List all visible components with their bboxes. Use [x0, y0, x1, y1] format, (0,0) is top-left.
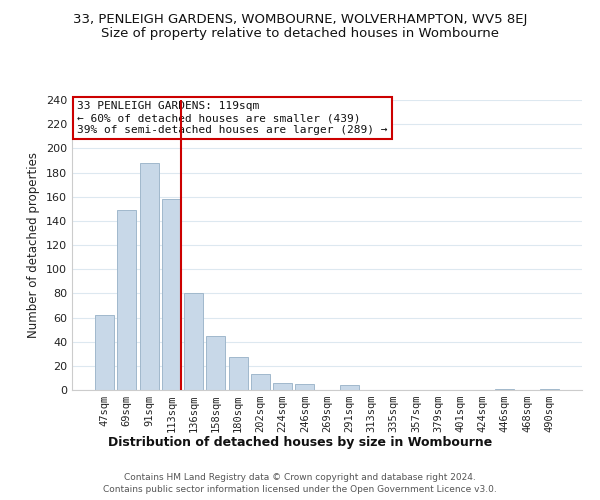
Bar: [229, 358, 248, 390]
Text: Distribution of detached houses by size in Wombourne: Distribution of detached houses by size …: [108, 436, 492, 449]
Bar: [140, 163, 158, 390]
Bar: [496, 389, 514, 390]
Bar: [118, 210, 136, 390]
Bar: [340, 385, 359, 390]
Bar: [251, 374, 270, 390]
Text: Contains public sector information licensed under the Open Government Licence v3: Contains public sector information licen…: [103, 484, 497, 494]
Bar: [295, 384, 314, 390]
Text: 33, PENLEIGH GARDENS, WOMBOURNE, WOLVERHAMPTON, WV5 8EJ: 33, PENLEIGH GARDENS, WOMBOURNE, WOLVERH…: [73, 12, 527, 26]
Bar: [206, 336, 225, 390]
Bar: [95, 315, 114, 390]
Bar: [273, 383, 292, 390]
Bar: [162, 199, 181, 390]
Bar: [540, 389, 559, 390]
Y-axis label: Number of detached properties: Number of detached properties: [28, 152, 40, 338]
Bar: [184, 294, 203, 390]
Text: Contains HM Land Registry data © Crown copyright and database right 2024.: Contains HM Land Registry data © Crown c…: [124, 473, 476, 482]
Text: 33 PENLEIGH GARDENS: 119sqm
← 60% of detached houses are smaller (439)
39% of se: 33 PENLEIGH GARDENS: 119sqm ← 60% of det…: [77, 102, 388, 134]
Text: Size of property relative to detached houses in Wombourne: Size of property relative to detached ho…: [101, 28, 499, 40]
